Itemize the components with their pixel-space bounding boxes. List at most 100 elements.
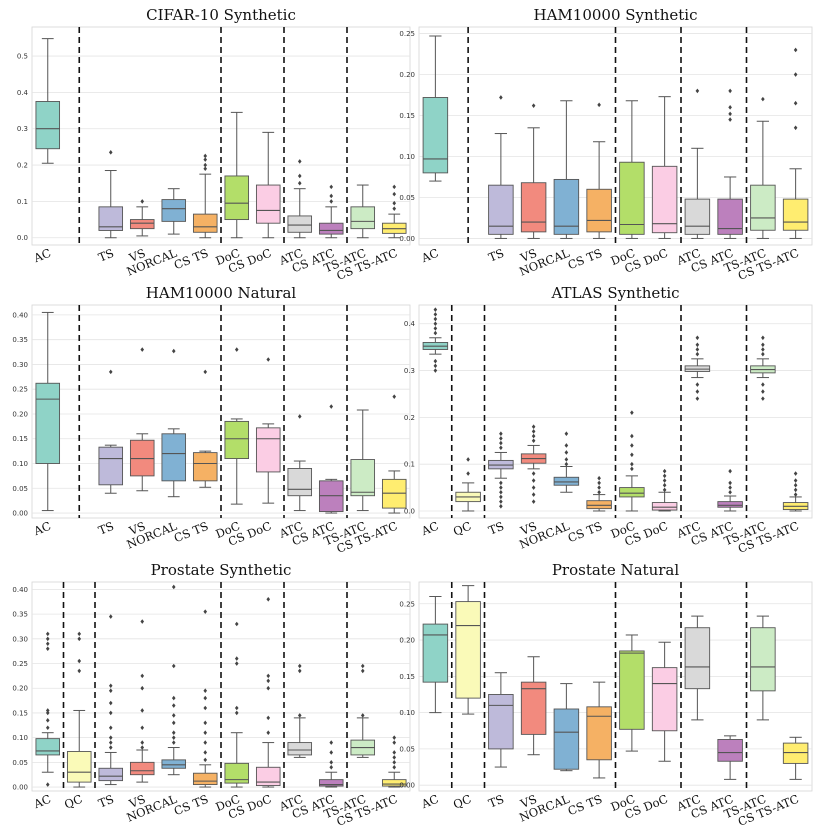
outlier-point [695, 382, 700, 387]
outlier-point [45, 710, 50, 716]
outlier-point [695, 88, 700, 94]
box-body [651, 502, 678, 511]
box-body [553, 708, 580, 770]
box-cs-atc [717, 468, 743, 512]
y-tick-label: 0.00 [12, 510, 28, 518]
outlier-point [793, 482, 798, 488]
y-tick-label: 0.10 [399, 153, 415, 161]
y-tick-label: 0.3 [17, 125, 28, 133]
outlier-point [728, 111, 732, 117]
box-body [553, 476, 580, 486]
box-body [255, 184, 281, 224]
outlier-point [45, 646, 50, 652]
outlier-point [630, 433, 634, 439]
outlier-point [564, 443, 569, 448]
x-tick-label: VS [518, 246, 539, 265]
outlier-point [171, 695, 176, 701]
outlier-point [266, 678, 271, 684]
outlier-point [203, 750, 208, 755]
box-doc [224, 347, 250, 505]
box-body [586, 706, 612, 761]
outlier-point [728, 480, 732, 486]
box-vs [129, 347, 155, 492]
y-tick-label: 0.30 [12, 361, 28, 369]
box-vs [129, 619, 155, 783]
box-body [619, 161, 645, 235]
x-tick-label: VS [126, 519, 147, 538]
outlier-point [793, 471, 798, 476]
outlier-point [695, 396, 700, 401]
box-body [129, 219, 155, 230]
outlier-point [171, 703, 176, 708]
y-tick-label: 0.10 [12, 734, 28, 742]
box-body [651, 165, 678, 234]
y-tick-label: 0.20 [399, 637, 415, 645]
outlier-point [499, 436, 503, 441]
box-body [192, 772, 218, 786]
outlier-point [499, 440, 503, 446]
chart-panel: 0.0 0.1 0.2 0.3 0.4 0.5 CIFAR-10 Synthetic AC TS… [17, 6, 411, 283]
box-cs-atc [318, 184, 344, 239]
outlier-point [297, 159, 302, 164]
box-norcal [553, 683, 580, 772]
outlier-point [433, 326, 438, 331]
outlier-point [140, 199, 145, 204]
outlier-point [140, 619, 145, 624]
box-qc [455, 585, 481, 715]
box-ts [98, 150, 124, 239]
outlier-point [203, 153, 208, 159]
y-tick-label: 0.30 [12, 635, 28, 643]
outlier-point [433, 321, 438, 327]
y-tick-label: 0.25 [399, 600, 415, 608]
box-doc [619, 634, 645, 752]
x-tick-label: QC [62, 792, 84, 812]
outlier-point [433, 307, 438, 312]
outlier-point [203, 157, 208, 162]
box-ac [422, 596, 449, 714]
box-ts [488, 95, 514, 239]
box-cs-atc [717, 88, 743, 239]
outlier-point [297, 414, 302, 419]
outlier-point [45, 782, 50, 787]
box-body [318, 779, 344, 787]
outlier-point [297, 180, 302, 186]
chart-title: HAM10000 Synthetic [534, 6, 698, 24]
outlier-point [761, 96, 765, 102]
outlier-point [360, 668, 365, 674]
box-body [750, 184, 776, 231]
y-tick-label: 0.25 [399, 30, 415, 38]
outlier-point [531, 103, 536, 108]
outlier-point [499, 485, 503, 490]
box-qc [66, 631, 92, 788]
outlier-point [564, 461, 569, 467]
box-ts-atc [750, 96, 776, 239]
outlier-point [531, 492, 536, 497]
outlier-point [662, 482, 667, 488]
outlier-point [433, 358, 438, 364]
outlier-point [108, 700, 113, 706]
box-vs [520, 656, 547, 756]
outlier-point [329, 193, 334, 199]
outlier-point [499, 95, 503, 100]
box-cs-ts-atc [381, 735, 407, 788]
box-body [684, 198, 711, 235]
outlier-point [297, 713, 302, 718]
box-cs-ts [192, 369, 218, 488]
x-tick-label: AC [31, 246, 53, 266]
x-tick-label: QC [451, 519, 473, 539]
chart-title: Prostate Natural [552, 561, 680, 579]
box-body [287, 742, 313, 756]
outlier-point [531, 424, 536, 430]
box-norcal [161, 584, 187, 776]
box-body [35, 738, 61, 756]
chart-title: HAM10000 Natural [146, 284, 297, 302]
box-body [717, 739, 743, 762]
x-tick-label: AC [418, 246, 440, 266]
box-cs-doc [651, 468, 678, 512]
outlier-point [728, 468, 732, 474]
outlier-point [761, 335, 765, 341]
box-body [684, 627, 711, 690]
box-body [66, 751, 92, 783]
